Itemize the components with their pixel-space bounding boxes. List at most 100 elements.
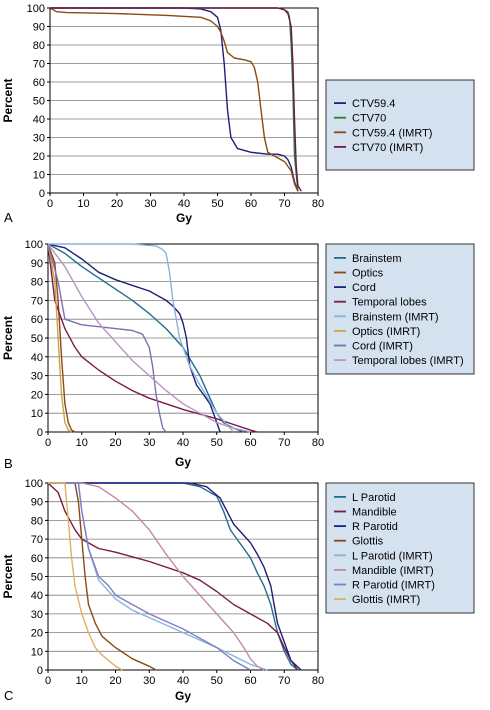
y-tick-label-60: 60 xyxy=(31,553,43,565)
x-tick-label-30: 30 xyxy=(143,437,155,449)
series-line-mandible-imrt xyxy=(48,482,265,671)
y-tick-label-20: 20 xyxy=(31,628,43,640)
legend-label-ctv70: CTV70 xyxy=(352,113,386,125)
x-tick-label-50: 50 xyxy=(211,675,223,687)
y-tick-label-70: 70 xyxy=(31,295,43,307)
legend-box xyxy=(325,79,475,171)
x-tick-label-70: 70 xyxy=(278,675,290,687)
y-tick-label-50: 50 xyxy=(31,333,43,345)
x-tick-label-0: 0 xyxy=(45,675,51,687)
x-tick-label-40: 40 xyxy=(177,675,189,687)
legend-label-l-parotid-imrt: L Parotid (IMRT) xyxy=(352,550,433,562)
y-axis-label: Percent xyxy=(1,78,15,122)
series-line-l-parotid xyxy=(48,482,299,671)
series-lines xyxy=(50,7,302,192)
series-line-glottis-imrt xyxy=(48,482,123,671)
x-tick-label-80: 80 xyxy=(312,437,324,449)
x-tick-label-50: 50 xyxy=(211,198,223,210)
y-axis-label: Percent xyxy=(1,316,15,360)
y-tick-label-100: 100 xyxy=(25,478,43,490)
x-tick-label-10: 10 xyxy=(77,198,89,210)
series-line-brainstem xyxy=(48,243,245,433)
series-line-r-parotid xyxy=(48,482,302,671)
legend-label-glottis-imrt: Glottis (IMRT) xyxy=(352,594,420,606)
y-tick-label-70: 70 xyxy=(33,59,45,71)
series-line-mandible xyxy=(48,482,299,671)
y-tick-label-0: 0 xyxy=(37,427,43,439)
legend-label-brainstem-imrt: Brainstem (IMRT) xyxy=(352,311,439,323)
x-tick-label-40: 40 xyxy=(177,437,189,449)
series-line-r-parotid-imrt xyxy=(48,482,251,671)
panel-c-chart: 0 10 20 30 40 50 60 70 80 90 100 0 10 20 30 40 50 60 70 80 G… xyxy=(1,478,475,703)
x-axis-label: Gy xyxy=(175,689,191,703)
legend-box xyxy=(325,243,475,375)
x-tick-label-10: 10 xyxy=(76,675,88,687)
x-tick-label-60: 60 xyxy=(244,437,256,449)
x-tick-label-0: 0 xyxy=(45,437,51,449)
x-tick-label-0: 0 xyxy=(47,198,53,210)
x-tick-label-50: 50 xyxy=(211,437,223,449)
legend-label-temporal-lobes-imrt: Temporal lobes (IMRT) xyxy=(352,355,464,367)
legend-label-ctv59-4-imrt: CTV59.4 (IMRT) xyxy=(352,127,432,139)
legend-label-ctv59-4: CTV59.4 xyxy=(352,98,395,110)
legend-label-ctv70-imrt: CTV70 (IMRT) xyxy=(352,142,423,154)
x-tick-label-60: 60 xyxy=(244,675,256,687)
y-tick-label-30: 30 xyxy=(31,371,43,383)
y-tick-label-20: 20 xyxy=(33,151,45,163)
panel-a-chart: 0 10 20 30 40 50 60 70 80 90 100 0 10 20 30 40 50 60 70 80 G… xyxy=(1,3,475,225)
x-tick-label-10: 10 xyxy=(76,437,88,449)
panel-label: B xyxy=(4,456,13,471)
x-tick-label-40: 40 xyxy=(178,198,190,210)
x-tick-label-70: 70 xyxy=(278,437,290,449)
legend-label-glottis: Glottis xyxy=(352,536,384,548)
y-tick-label-0: 0 xyxy=(39,188,45,200)
y-tick-label-10: 10 xyxy=(31,646,43,658)
legend-label-brainstem: Brainstem xyxy=(352,253,402,265)
y-axis-label: Percent xyxy=(1,554,15,598)
series-line-glottis xyxy=(48,482,157,671)
y-tick-label-80: 80 xyxy=(31,515,43,527)
legend-label-mandible-imrt: Mandible (IMRT) xyxy=(352,565,434,577)
y-tick-label-30: 30 xyxy=(31,609,43,621)
series-line-optics-imrt xyxy=(48,243,72,433)
legend-label-mandible: Mandible xyxy=(352,507,397,519)
legend-box xyxy=(325,482,475,614)
series-line-temporal-lobes xyxy=(48,243,258,433)
x-axis-label: Gy xyxy=(176,211,192,225)
series-lines xyxy=(48,243,258,433)
x-tick-label-20: 20 xyxy=(109,437,121,449)
x-tick-label-70: 70 xyxy=(278,198,290,210)
x-tick-label-20: 20 xyxy=(111,198,123,210)
y-tick-label-10: 10 xyxy=(31,408,43,420)
y-tick-label-60: 60 xyxy=(31,314,43,326)
y-tick-label-0: 0 xyxy=(37,665,43,677)
y-tick-label-40: 40 xyxy=(31,352,43,364)
legend-label-cord: Cord xyxy=(352,282,376,294)
series-line-ctv59-4 xyxy=(50,7,299,192)
series-line-cord xyxy=(48,243,221,433)
series-line-ctv70 xyxy=(50,7,299,192)
series-lines xyxy=(48,482,302,671)
legend-label-l-parotid: L Parotid xyxy=(352,492,396,504)
legend-label-optics: Optics xyxy=(352,268,384,280)
series-line-brainstem-imrt xyxy=(48,243,235,433)
y-tick-label-70: 70 xyxy=(31,534,43,546)
x-axis-label: Gy xyxy=(175,455,191,469)
series-line-ctv70-imrt xyxy=(50,7,302,192)
legend-label-r-parotid-imrt: R Parotid (IMRT) xyxy=(352,580,435,592)
series-line-temporal-lobes-imrt xyxy=(48,243,251,433)
y-tick-label-100: 100 xyxy=(27,3,45,15)
y-tick-label-40: 40 xyxy=(31,590,43,602)
y-tick-label-80: 80 xyxy=(33,40,45,52)
y-tick-label-90: 90 xyxy=(33,22,45,34)
legend: Brainstem Optics Cord Temporal lobes Brainst… xyxy=(325,243,475,375)
x-tick-label-30: 30 xyxy=(143,675,155,687)
legend-label-cord-imrt: Cord (IMRT) xyxy=(352,341,413,353)
x-tick-label-20: 20 xyxy=(109,675,121,687)
x-tick-label-60: 60 xyxy=(245,198,257,210)
y-tick-label-20: 20 xyxy=(31,389,43,401)
series-line-cord-imrt xyxy=(48,243,167,433)
x-tick-label-80: 80 xyxy=(312,198,324,210)
panel-label: A xyxy=(4,210,13,225)
